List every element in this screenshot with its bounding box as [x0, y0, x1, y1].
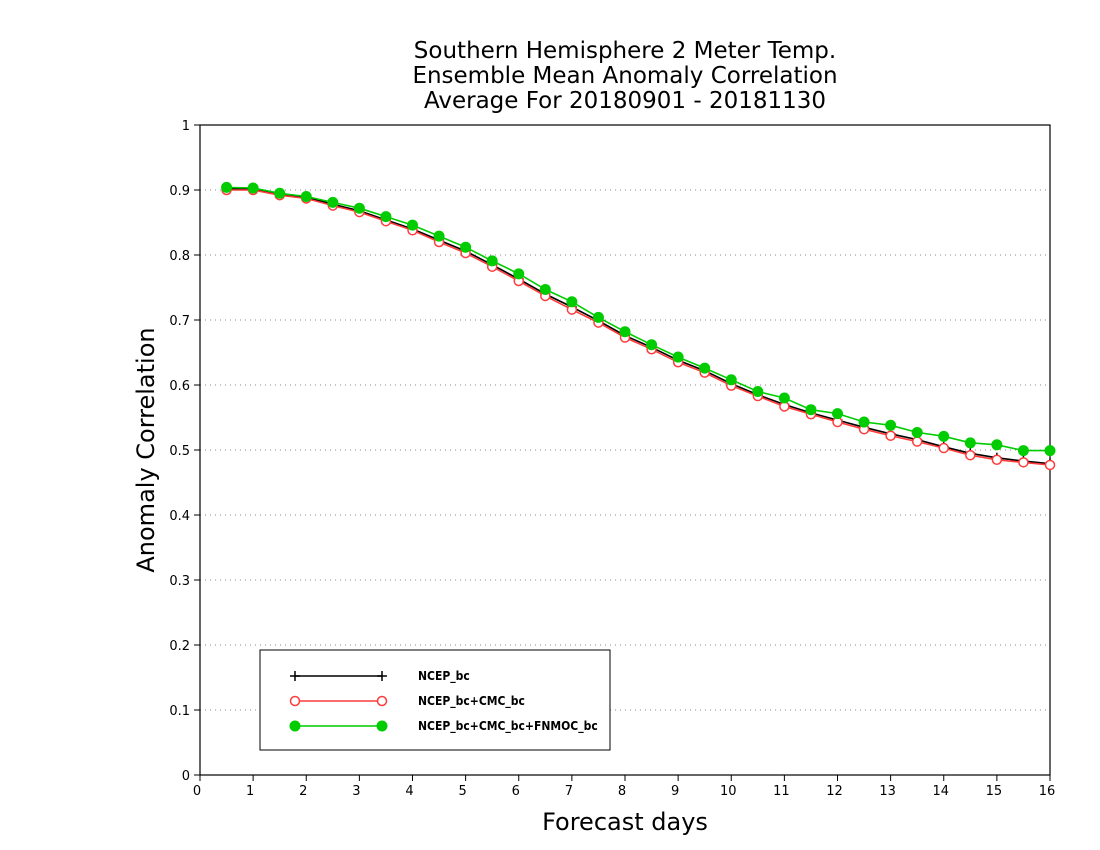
x-tick-label: 10 — [720, 784, 737, 799]
x-tick-label: 11 — [773, 784, 790, 799]
data-point — [353, 202, 365, 214]
data-point — [646, 339, 658, 351]
x-axis-label: Forecast days — [542, 808, 708, 836]
x-tick-label: 13 — [879, 784, 896, 799]
y-tick-label: 0.1 — [169, 704, 190, 719]
data-point — [592, 311, 604, 323]
data-point — [566, 296, 578, 308]
y-tick-label: 0.4 — [169, 509, 190, 524]
y-tick-label: 0 — [182, 769, 190, 784]
x-tick-label: 5 — [458, 784, 466, 799]
x-tick-label: 16 — [1039, 784, 1056, 799]
chart-title-line-2: Ensemble Mean Anomaly Correlation — [412, 63, 838, 89]
x-tick-label: 4 — [405, 784, 413, 799]
x-tick-label: 14 — [932, 784, 949, 799]
legend-marker — [289, 720, 301, 732]
series-line — [226, 189, 1051, 466]
series-3 — [221, 181, 1056, 457]
data-point — [938, 442, 949, 454]
data-point — [1044, 445, 1056, 457]
data-point — [1018, 457, 1029, 468]
series-lines — [221, 181, 1056, 471]
y-tick-label: 0.5 — [169, 444, 190, 459]
x-tick-label: 3 — [352, 784, 360, 799]
data-point — [885, 430, 896, 441]
data-point — [832, 408, 843, 420]
data-point — [778, 392, 790, 404]
data-point — [672, 351, 684, 363]
x-tick-label: 15 — [986, 784, 1003, 799]
data-point — [619, 326, 631, 338]
x-tick-label: 6 — [512, 784, 520, 799]
legend-label: NCEP_bc+CMC_bc — [418, 694, 525, 709]
y-tick-label: 0.7 — [169, 314, 190, 329]
x-tick-label: 8 — [618, 784, 626, 799]
y-axis-label: Anomaly Correlation — [132, 327, 160, 573]
y-tick-label: 0.6 — [169, 379, 190, 394]
data-point — [965, 449, 976, 461]
data-point — [513, 268, 525, 280]
data-point — [964, 437, 976, 449]
y-tick-label: 0.9 — [169, 184, 190, 199]
data-point — [858, 416, 870, 428]
legend: NCEP_bc NCEP_bc+CMC_bc NCEP_bc+CMC_bc+FNMO… — [259, 649, 611, 751]
x-tick-label: 7 — [565, 784, 573, 799]
y-tick-label: 0.2 — [169, 639, 190, 654]
legend-label: NCEP_bc — [418, 669, 470, 684]
data-point — [938, 430, 950, 442]
series-line — [226, 187, 1051, 465]
x-tick-label: 9 — [671, 784, 679, 799]
data-point — [1017, 445, 1029, 457]
legend-marker — [376, 695, 388, 707]
data-point — [247, 182, 259, 194]
data-point — [725, 374, 737, 386]
data-point — [885, 419, 897, 431]
data-point — [380, 211, 392, 223]
data-point — [699, 362, 711, 374]
axis-ticks: 00.10.20.30.40.50.60.70.80.910 1 2 3 4 5 6 7 8 9 1… — [169, 119, 1055, 799]
legend-marker — [377, 671, 387, 681]
data-point — [486, 255, 498, 267]
data-point — [752, 386, 764, 397]
chart-title-line-1: Southern Hemisphere 2 Meter Temp. — [413, 38, 837, 64]
data-point — [327, 196, 339, 208]
y-tick-label: 1 — [182, 119, 190, 134]
legend-marker — [376, 720, 388, 732]
data-point — [911, 426, 923, 438]
data-point — [221, 181, 233, 193]
data-point — [274, 187, 286, 199]
data-point — [407, 219, 418, 231]
y-tick-label: 0.8 — [169, 249, 190, 264]
data-point — [1044, 459, 1056, 471]
x-tick-label: 0 — [193, 784, 201, 799]
x-tick-label: 12 — [826, 784, 843, 799]
legend-marker — [290, 671, 300, 681]
series-2 — [221, 184, 1056, 471]
data-point — [460, 241, 472, 253]
data-point — [991, 454, 1003, 465]
data-point — [911, 436, 923, 447]
legend-label: NCEP_bc+CMC_bc+FNMOC_bc — [418, 719, 598, 734]
data-point — [539, 283, 551, 295]
x-tick-label: 1 — [246, 784, 254, 799]
legend-box — [259, 649, 611, 751]
legend-marker — [289, 695, 301, 707]
data-point — [991, 439, 1003, 451]
data-point — [433, 230, 445, 242]
series-1 — [221, 183, 1055, 469]
series-line — [226, 186, 1050, 452]
chart-title-line-3: Average For 20180901 - 20181130 — [423, 88, 827, 114]
y-tick-label: 0.3 — [169, 574, 190, 589]
data-point — [805, 404, 817, 416]
x-tick-label: 2 — [299, 784, 307, 799]
grid-lines — [200, 189, 1050, 711]
data-point — [300, 191, 312, 202]
